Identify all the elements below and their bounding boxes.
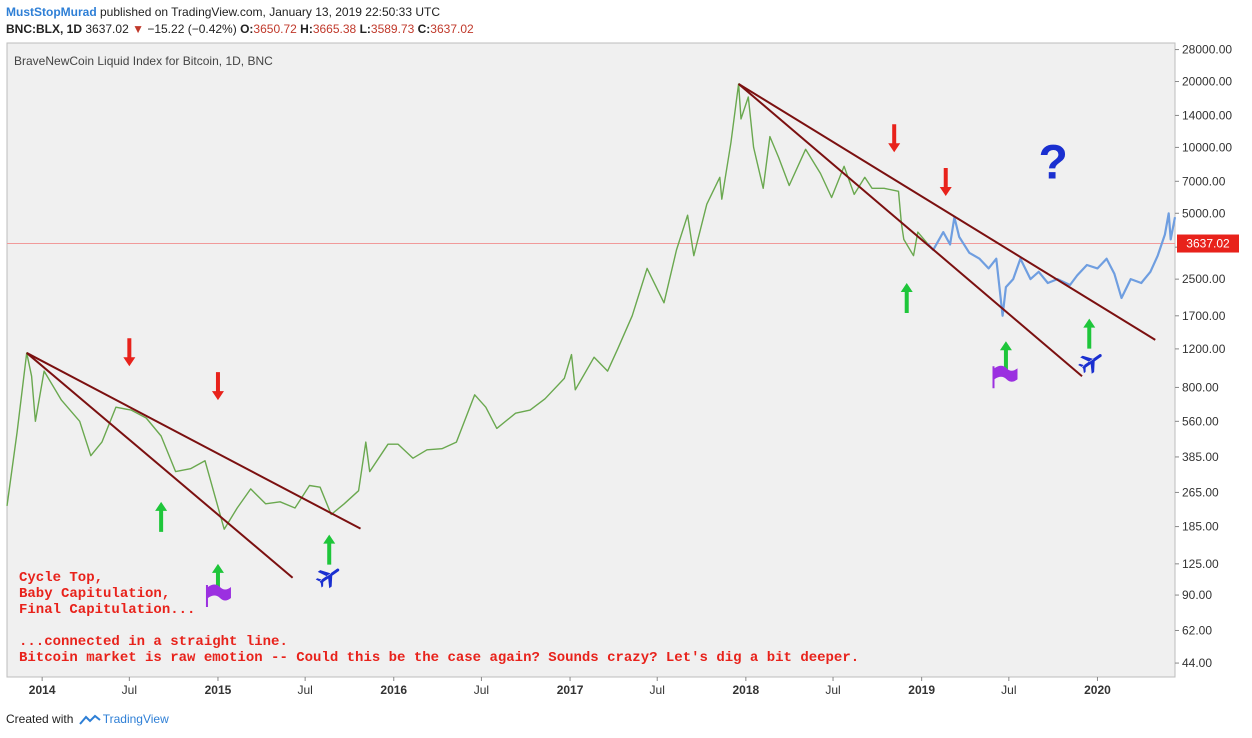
- y-tick-label: 7000.00: [1182, 174, 1226, 188]
- y-tick-label: 1200.00: [1182, 342, 1226, 356]
- close-label: C:: [417, 22, 431, 36]
- y-tick-label: 62.00: [1182, 623, 1212, 637]
- y-tick-label: 125.00: [1182, 557, 1219, 571]
- trendline: [26, 352, 361, 530]
- footer: Created with TradingView: [6, 712, 169, 726]
- x-tick-label: 2015: [205, 683, 232, 697]
- y-tick-label: 5000.00: [1182, 206, 1226, 220]
- y-tick-label: 90.00: [1182, 588, 1212, 602]
- flag-icon: [205, 584, 231, 608]
- low-value: 3589.73: [370, 22, 415, 36]
- close-value: 3637.02: [430, 22, 474, 36]
- author-link[interactable]: MustStopMurad: [6, 5, 97, 19]
- footer-brand[interactable]: TradingView: [102, 712, 169, 726]
- x-tick-label: 2019: [908, 683, 935, 697]
- down-arrow-icon: [939, 167, 952, 196]
- trendline: [738, 83, 1156, 341]
- up-arrow-icon: [323, 534, 336, 565]
- x-tick-label: Jul: [650, 683, 665, 697]
- x-tick-label: Jul: [474, 683, 489, 697]
- y-tick-label: 1700.00: [1182, 309, 1226, 323]
- y-tick-label: 2500.00: [1182, 272, 1226, 286]
- y-tick-label: 560.00: [1182, 414, 1219, 428]
- high-value: 3665.38: [312, 22, 357, 36]
- change-down-icon: ▼: [132, 22, 144, 36]
- up-arrow-icon: [1083, 318, 1096, 349]
- tradingview-logo-icon: [78, 714, 101, 725]
- x-tick-label: Jul: [1001, 683, 1016, 697]
- question-mark: ?: [1038, 137, 1067, 190]
- price-change: −15.22 (−0.42%): [147, 22, 237, 36]
- x-tick-label: 2014: [29, 683, 56, 697]
- annotation-text: ...connected in a straight line.: [19, 634, 288, 650]
- annotation-text: Final Capitulation...: [19, 602, 195, 618]
- publish-info: MustStopMurad published on TradingView.c…: [6, 5, 440, 19]
- open-value: 3650.72: [253, 22, 297, 36]
- publish-text: published on TradingView.com, January 13…: [100, 5, 440, 19]
- y-tick-label: 10000.00: [1182, 140, 1232, 154]
- y-tick-label: 28000.00: [1182, 43, 1232, 57]
- symbol-info: BNC:BLX, 1D 3637.02 ▼ −15.22 (−0.42%) O:…: [6, 22, 474, 36]
- last-price-tag-label: 3637.02: [1186, 237, 1230, 251]
- high-label: H:: [300, 22, 313, 36]
- up-arrow-icon: [900, 283, 913, 314]
- flag-icon: [992, 365, 1018, 389]
- annotation-text: Bitcoin market is raw emotion -- Could t…: [19, 650, 859, 666]
- down-arrow-icon: [123, 338, 136, 367]
- symbol-label: BNC:BLX, 1D: [6, 22, 83, 36]
- last-price: 3637.02: [85, 22, 129, 36]
- open-label: O:: [240, 22, 254, 36]
- x-tick-label: 2016: [380, 683, 407, 697]
- low-label: L:: [359, 22, 371, 36]
- footer-created-with: Created with: [6, 712, 74, 726]
- x-tick-label: Jul: [122, 683, 137, 697]
- projection-series: [926, 212, 1177, 317]
- y-tick-label: 14000.00: [1182, 108, 1232, 122]
- plot-area: [6, 42, 1176, 678]
- annotation-text: Cycle Top,: [19, 570, 103, 586]
- trendline: [737, 83, 1083, 378]
- down-arrow-icon: [211, 372, 224, 401]
- trendline: [26, 352, 294, 579]
- x-tick-label: 2017: [557, 683, 584, 697]
- y-tick-label: 265.00: [1182, 485, 1219, 499]
- x-tick-label: Jul: [297, 683, 312, 697]
- y-tick-label: 185.00: [1182, 520, 1219, 534]
- up-arrow-icon: [211, 563, 224, 594]
- last-price-tag: [1177, 234, 1239, 253]
- up-arrow-icon: [155, 501, 168, 532]
- y-tick-label: 800.00: [1182, 380, 1219, 394]
- up-arrow-icon: [999, 341, 1012, 372]
- x-tick-label: 2018: [732, 683, 759, 697]
- price-series: [6, 83, 928, 530]
- x-tick-label: 2020: [1084, 683, 1111, 697]
- x-tick-label: Jul: [825, 683, 840, 697]
- y-tick-label: 20000.00: [1182, 75, 1232, 89]
- chart-title: BraveNewCoin Liquid Index for Bitcoin, 1…: [14, 54, 273, 68]
- down-arrow-icon: [888, 124, 901, 153]
- airplane-icon: [315, 568, 340, 589]
- y-tick-label: 385.00: [1182, 450, 1219, 464]
- y-tick-label: 44.00: [1182, 656, 1212, 670]
- airplane-icon: [1078, 354, 1102, 374]
- annotation-text: Baby Capitulation,: [19, 586, 170, 602]
